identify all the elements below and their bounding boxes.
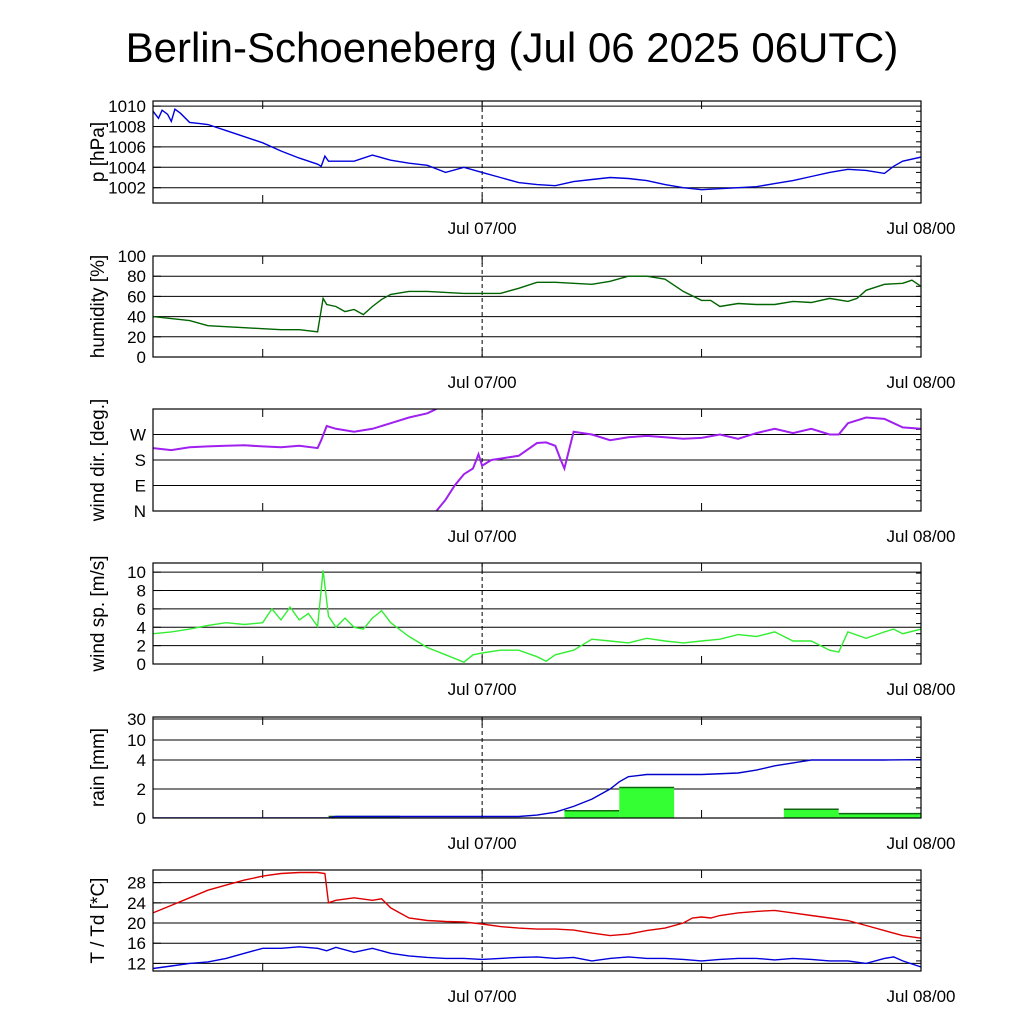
- x-tick-label: Jul 08/00: [887, 680, 956, 699]
- x-tick-label: Jul 07/00: [448, 680, 517, 699]
- rain-bar: [619, 787, 675, 818]
- y-tick-label: 28: [127, 874, 146, 893]
- y-tick-label: 2: [137, 637, 146, 656]
- y-tick-label: S: [135, 451, 146, 470]
- series-line: [153, 570, 921, 664]
- chart-title: Berlin-Schoeneberg (Jul 06 2025 06UTC): [125, 24, 899, 71]
- y-tick-label: 40: [127, 308, 146, 327]
- y-tick-label: 8: [137, 582, 146, 601]
- y-tick-label: 24: [127, 894, 146, 913]
- panel-frame: [152, 255, 922, 358]
- panel-frame: [152, 562, 922, 665]
- y-tick-label: 20: [127, 328, 146, 347]
- y-tick-label: 1004: [108, 158, 146, 177]
- series-line: [153, 946, 921, 970]
- x-tick-label: Jul 08/00: [887, 987, 956, 1006]
- y-tick-label: 10: [127, 731, 146, 750]
- series-line: [435, 416, 921, 511]
- x-tick-label: Jul 08/00: [887, 219, 956, 238]
- panel-frame: [152, 869, 922, 972]
- y-axis-label: T / Td [*C]: [88, 878, 109, 964]
- y-tick-label: 20: [127, 914, 146, 933]
- y-tick-label: 4: [137, 751, 146, 770]
- x-tick-label: Jul 07/00: [448, 527, 517, 546]
- x-tick-label: Jul 08/00: [887, 527, 956, 546]
- y-tick-label: 0: [137, 809, 146, 828]
- y-tick-label: 1008: [108, 118, 146, 137]
- y-tick-label: 100: [118, 247, 146, 266]
- y-tick-label: 80: [127, 267, 146, 286]
- y-tick-label: 0: [137, 348, 146, 367]
- x-tick-label: Jul 07/00: [448, 219, 517, 238]
- x-tick-label: Jul 08/00: [887, 834, 956, 853]
- y-axis-label: wind dir. [deg.]: [88, 399, 109, 523]
- x-tick-label: Jul 07/00: [448, 373, 517, 392]
- y-tick-label: E: [135, 477, 146, 496]
- x-tick-label: Jul 07/00: [448, 834, 517, 853]
- series-line: [153, 759, 921, 818]
- series-line: [153, 275, 921, 333]
- series-line: [153, 108, 921, 191]
- series-line: [153, 409, 437, 452]
- y-axis-label: p [hPa]: [88, 122, 109, 182]
- y-tick-label: 6: [137, 600, 146, 619]
- y-tick-label: 1010: [108, 97, 146, 116]
- y-tick-label: 0: [137, 655, 146, 674]
- y-tick-label: 2: [137, 780, 146, 799]
- rain-bar: [838, 813, 921, 818]
- series-line: [153, 871, 921, 939]
- y-axis-label: humidity [%]: [88, 255, 109, 358]
- y-tick-label: 16: [127, 934, 146, 953]
- y-axis-label: rain [mm]: [88, 728, 109, 807]
- y-tick-label: 10: [127, 563, 146, 582]
- y-tick-label: 4: [137, 618, 146, 637]
- y-tick-label: N: [134, 502, 146, 521]
- y-tick-label: 12: [127, 954, 146, 973]
- rain-bar: [564, 810, 620, 818]
- panel-frame: [152, 716, 922, 819]
- rain-bar: [783, 809, 839, 818]
- panel-frame: [152, 100, 922, 204]
- y-tick-label: 1002: [108, 179, 146, 198]
- y-tick-label: 30: [127, 710, 146, 729]
- x-tick-label: Jul 07/00: [448, 987, 517, 1006]
- panel-frame: [152, 408, 922, 512]
- y-tick-label: 60: [127, 287, 146, 306]
- y-axis-label: wind sp. [m/s]: [88, 555, 109, 672]
- y-tick-label: 1006: [108, 138, 146, 157]
- x-tick-label: Jul 08/00: [887, 373, 956, 392]
- y-tick-label: W: [130, 426, 146, 445]
